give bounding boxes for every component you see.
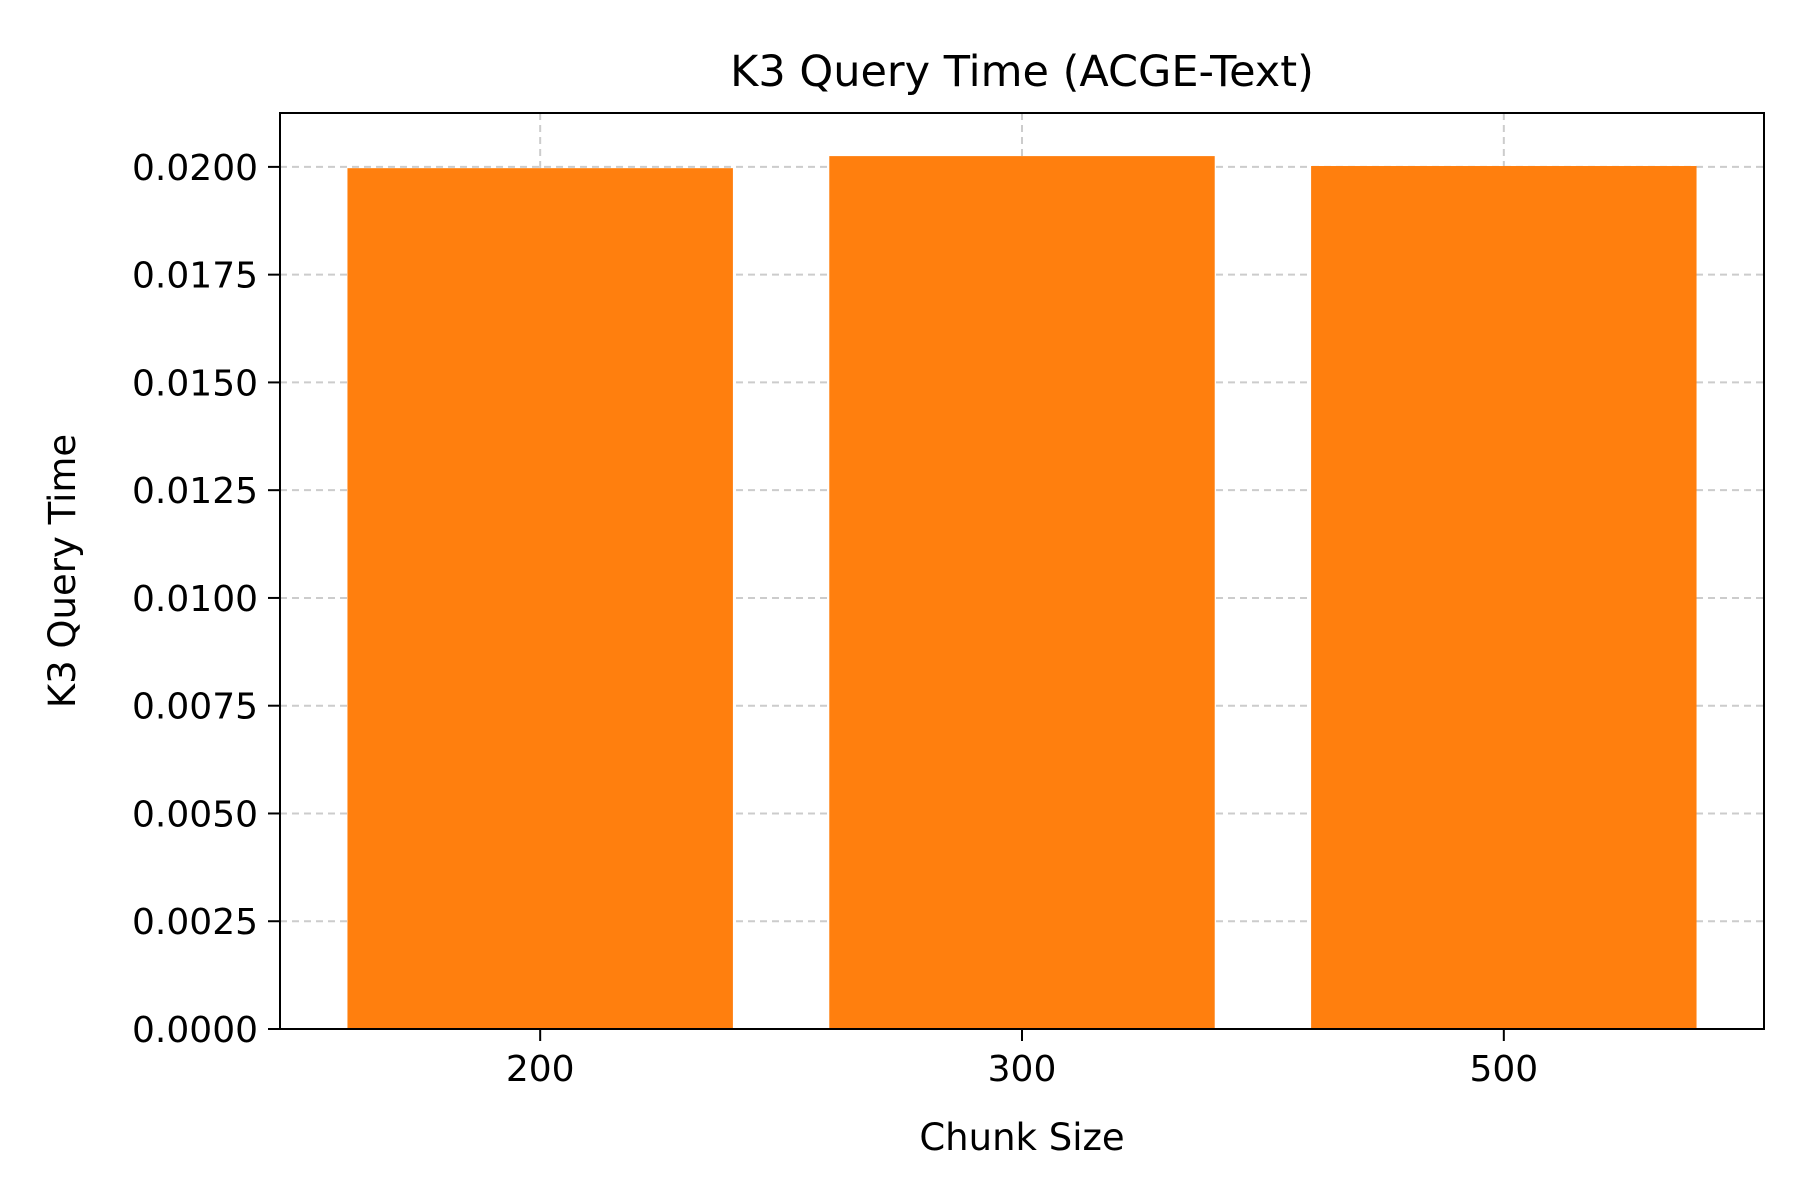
x-axis-ticks: 200 300 500	[506, 1029, 1538, 1090]
y-tick-label: 0.0100	[132, 579, 258, 620]
y-tick-label: 0.0025	[132, 902, 258, 943]
y-axis-ticks: 0.0000 0.0025 0.0050 0.0075 0.0100 0.0125 0.01…	[132, 148, 280, 1051]
x-axis-title: Chunk Size	[919, 1116, 1124, 1159]
y-tick-label: 0.0125	[132, 471, 258, 512]
y-axis-title: K3 Query Time	[41, 434, 84, 708]
bar	[829, 156, 1215, 1029]
y-tick-label: 0.0200	[132, 148, 258, 189]
bar	[1311, 166, 1697, 1029]
x-tick-label: 200	[506, 1049, 575, 1090]
y-tick-label: 0.0050	[132, 794, 258, 835]
y-tick-label: 0.0175	[132, 256, 258, 297]
y-tick-label: 0.0000	[132, 1010, 258, 1051]
y-tick-label: 0.0075	[132, 687, 258, 728]
x-tick-label: 500	[1469, 1049, 1538, 1090]
chart-title: K3 Query Time (ACGE-Text)	[730, 47, 1314, 97]
x-tick-label: 300	[988, 1049, 1057, 1090]
bar	[347, 168, 733, 1029]
bar-layer	[347, 156, 1697, 1029]
y-tick-label: 0.0150	[132, 363, 258, 404]
